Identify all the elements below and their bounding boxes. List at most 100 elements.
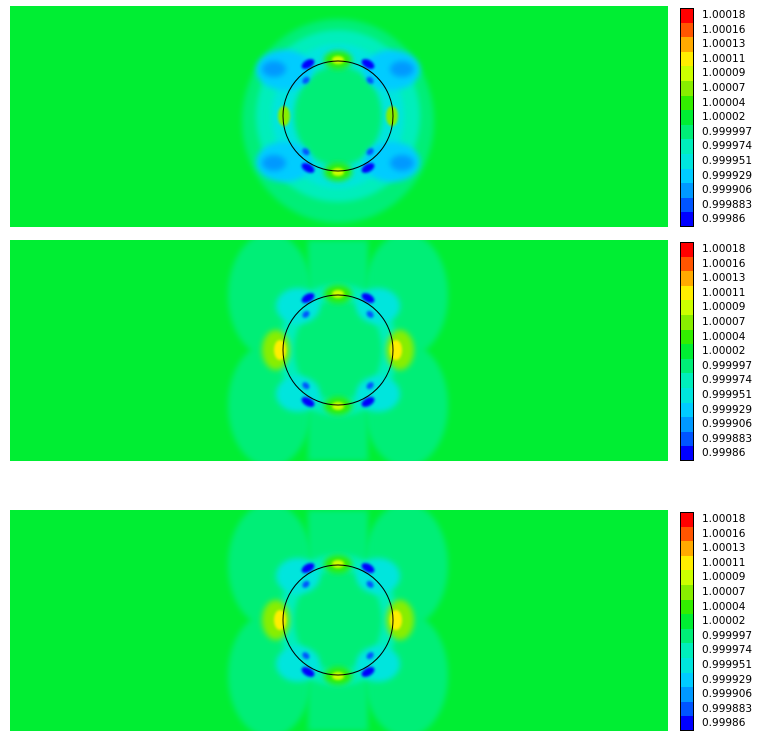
colorbar-tick-label: 1.00009: [702, 67, 746, 80]
colorbar-legend-3: 1.00018 1.00016 1.00013 1.00011 1.00009 1.000…: [680, 512, 758, 731]
colorbar-tick-label: 0.999929: [702, 673, 753, 686]
colorbar-tick-label: 0.999974: [702, 644, 753, 657]
colorbar-tick-label: 0.999951: [702, 658, 753, 671]
colorbar-swatch: [680, 446, 694, 461]
colorbar-tick-label: 0.999883: [702, 198, 753, 211]
colorbar-legend-1: 1.00018 1.00016 1.00013 1.00011 1.00009 1.000…: [680, 8, 758, 227]
colorbar-entry: 1.00013: [680, 271, 758, 286]
colorbar-entry: 1.00002: [680, 344, 758, 359]
colorbar-entry: 0.999929: [680, 168, 758, 184]
colorbar-tick-label: 1.00009: [702, 301, 746, 314]
colorbar-tick-label: 1.00016: [702, 527, 746, 540]
colorbar-entry: 1.00002: [680, 614, 758, 629]
colorbar-tick-label: 1.00004: [702, 600, 746, 613]
colorbar-entry: 1.00007: [680, 584, 758, 600]
colorbar-entry: 1.00013: [680, 37, 758, 52]
colorbar-entry: 1.00013: [680, 541, 758, 556]
colorbar-entry: 1.00007: [680, 314, 758, 330]
colorbar-swatch: [680, 22, 694, 38]
colorbar-swatch: [680, 183, 694, 198]
colorbar-tick-label: 1.00011: [702, 286, 746, 299]
colorbar-swatch: [680, 716, 694, 731]
colorbar-entry: 0.999883: [680, 431, 758, 447]
colorbar-swatch: [680, 512, 694, 527]
colorbar-tick-label: 1.00004: [702, 96, 746, 109]
contour-plot-1: [10, 6, 668, 227]
colorbar-entry: 0.999951: [680, 657, 758, 673]
colorbar-swatch: [680, 570, 694, 585]
colorbar-tick-label: 1.00016: [702, 23, 746, 36]
colorbar-tick-label: 0.999929: [702, 403, 753, 416]
colorbar-swatch: [680, 8, 694, 23]
colorbar-swatch: [680, 242, 694, 257]
colorbar-entry: 1.00018: [680, 512, 758, 527]
colorbar-entry: 0.99986: [680, 716, 758, 731]
colorbar-swatch: [680, 212, 694, 227]
contour-plot-3: [10, 510, 668, 731]
colorbar-tick-label: 0.999906: [702, 418, 753, 431]
colorbar-swatch: [680, 526, 694, 542]
colorbar-entry: 1.00007: [680, 80, 758, 96]
colorbar-tick-label: 1.00009: [702, 571, 746, 584]
colorbar-swatch: [680, 124, 694, 140]
colorbar-tick-label: 0.999883: [702, 702, 753, 715]
colorbar-swatch: [680, 66, 694, 81]
colorbar-tick-label: 1.00002: [702, 615, 746, 628]
colorbar-entry: 1.00009: [680, 570, 758, 585]
colorbar-tick-label: 0.99986: [702, 447, 746, 460]
colorbar-tick-label: 1.00002: [702, 111, 746, 124]
colorbar-swatch: [680, 139, 694, 154]
colorbar-entry: 1.00011: [680, 555, 758, 571]
colorbar-swatch: [680, 373, 694, 388]
colorbar-swatch: [680, 197, 694, 213]
colorbar-swatch: [680, 110, 694, 125]
colorbar-tick-label: 1.00007: [702, 81, 746, 94]
colorbar-tick-label: 1.00013: [702, 542, 746, 555]
colorbar-swatch: [680, 555, 694, 571]
colorbar-tick-label: 1.00018: [702, 243, 746, 255]
contour-svg-1: [10, 6, 668, 227]
colorbar-entry: 0.999997: [680, 628, 758, 644]
colorbar-entry: 0.999974: [680, 373, 758, 388]
colorbar-tick-label: 1.00002: [702, 345, 746, 358]
colorbar-tick-label: 1.00007: [702, 315, 746, 328]
colorbar-entry: 0.99986: [680, 446, 758, 461]
colorbar-swatch: [680, 701, 694, 717]
colorbar-tick-label: 0.999951: [702, 154, 753, 167]
colorbar-tick-label: 0.999997: [702, 629, 753, 642]
colorbar-entry: 1.00018: [680, 8, 758, 23]
colorbar-entry: 0.999929: [680, 672, 758, 688]
colorbar-swatch: [680, 168, 694, 184]
colorbar-tick-label: 0.999951: [702, 388, 753, 401]
colorbar-entry: 0.999883: [680, 701, 758, 717]
colorbar-tick-label: 0.999929: [702, 169, 753, 182]
colorbar-entry: 1.00016: [680, 22, 758, 38]
colorbar-swatch: [680, 387, 694, 403]
boundary-circle: [282, 564, 394, 676]
colorbar-entry: 0.999974: [680, 643, 758, 658]
colorbar-entry: 1.00004: [680, 599, 758, 615]
colorbar-tick-label: 0.99986: [702, 213, 746, 226]
colorbar-swatch: [680, 614, 694, 629]
colorbar-swatch: [680, 358, 694, 374]
colorbar-entry: 0.999929: [680, 402, 758, 418]
colorbar-entry: 0.999906: [680, 183, 758, 198]
colorbar-entry: 0.999883: [680, 197, 758, 213]
colorbar-entry: 0.99986: [680, 212, 758, 227]
colorbar-entry: 0.999906: [680, 417, 758, 432]
colorbar-swatch: [680, 300, 694, 315]
colorbar-tick-label: 1.00004: [702, 330, 746, 343]
colorbar-swatch: [680, 402, 694, 418]
colorbar-entry: 0.999997: [680, 358, 758, 374]
colorbar-swatch: [680, 271, 694, 286]
colorbar-tick-label: 0.999974: [702, 140, 753, 153]
colorbar-tick-label: 1.00013: [702, 38, 746, 51]
colorbar-entry: 1.00002: [680, 110, 758, 125]
colorbar-tick-label: 0.999883: [702, 432, 753, 445]
colorbar-swatch: [680, 417, 694, 432]
colorbar-swatch: [680, 672, 694, 688]
colorbar-entry: 0.999906: [680, 687, 758, 702]
colorbar-swatch: [680, 285, 694, 301]
colorbar-tick-label: 1.00018: [702, 9, 746, 21]
boundary-circle: [282, 294, 394, 406]
